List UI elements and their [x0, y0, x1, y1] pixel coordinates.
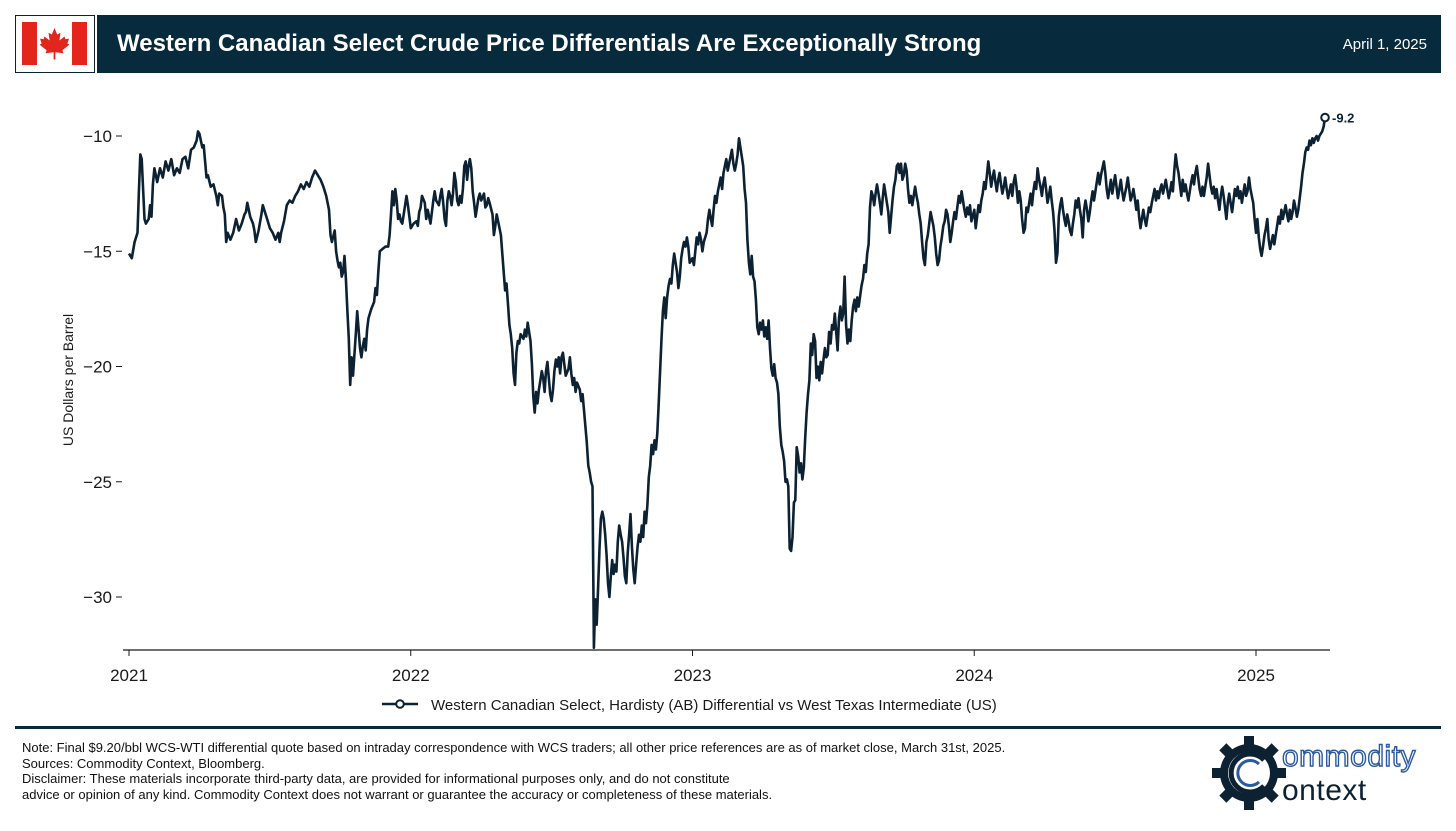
y-axis-label: US Dollars per Barrel — [60, 314, 76, 446]
y-tick-label: −15 — [83, 242, 112, 261]
y-tick-label: −25 — [83, 473, 112, 492]
commodity-context-logo: ommodity ontext — [1212, 733, 1437, 813]
end-point-label: -9.2 — [1332, 111, 1354, 126]
x-axis: 2021 2022 2023 2024 2025 — [110, 649, 1330, 685]
footer-rule — [15, 726, 1441, 729]
logo-text-line-1: ommodity — [1281, 740, 1417, 773]
x-tick-label: 2022 — [392, 666, 430, 685]
x-tick-label: 2021 — [110, 666, 148, 685]
header-bar: Western Canadian Select Crude Price Diff… — [97, 15, 1441, 73]
x-tick-label: 2025 — [1237, 666, 1275, 685]
y-axis: −30 −25 −20 −15 −10 — [83, 127, 122, 607]
footer-disclaimer-line-1: Disclaimer: These materials incorporate … — [22, 771, 730, 787]
legend: Western Canadian Select, Hardisty (AB) D… — [382, 697, 997, 714]
end-point-marker — [1320, 112, 1330, 123]
legend-marker — [395, 699, 405, 709]
canada-flag-icon — [22, 22, 87, 65]
y-tick-label: −10 — [83, 127, 112, 146]
flag-box — [15, 15, 95, 73]
footer-note: Note: Final $9.20/bbl WCS-WTI differenti… — [22, 740, 1006, 755]
gear-icon — [1212, 736, 1286, 810]
header-date: April 1, 2025 — [1342, 36, 1427, 53]
footer-notes: Note: Final $9.20/bbl WCS-WTI differenti… — [22, 740, 1192, 802]
chart: −30 −25 −20 −15 −10 2021 2022 2023 2024 2025 US … — [60, 111, 1354, 714]
x-tick-label: 2023 — [674, 666, 712, 685]
series-line — [127, 117, 1327, 649]
x-tick-label: 2024 — [955, 666, 993, 685]
y-tick-label: −20 — [83, 358, 112, 377]
y-tick-label: −30 — [83, 588, 112, 607]
page-title: Western Canadian Select Crude Price Diff… — [117, 30, 982, 57]
logo-text-line-2: ontext — [1282, 774, 1367, 807]
legend-label: Western Canadian Select, Hardisty (AB) D… — [431, 697, 997, 714]
footer-sources: Sources: Commodity Context, Bloomberg. — [22, 755, 265, 771]
footer-disclaimer-line-2: advice or opinion of any kind. Commodity… — [22, 786, 773, 802]
